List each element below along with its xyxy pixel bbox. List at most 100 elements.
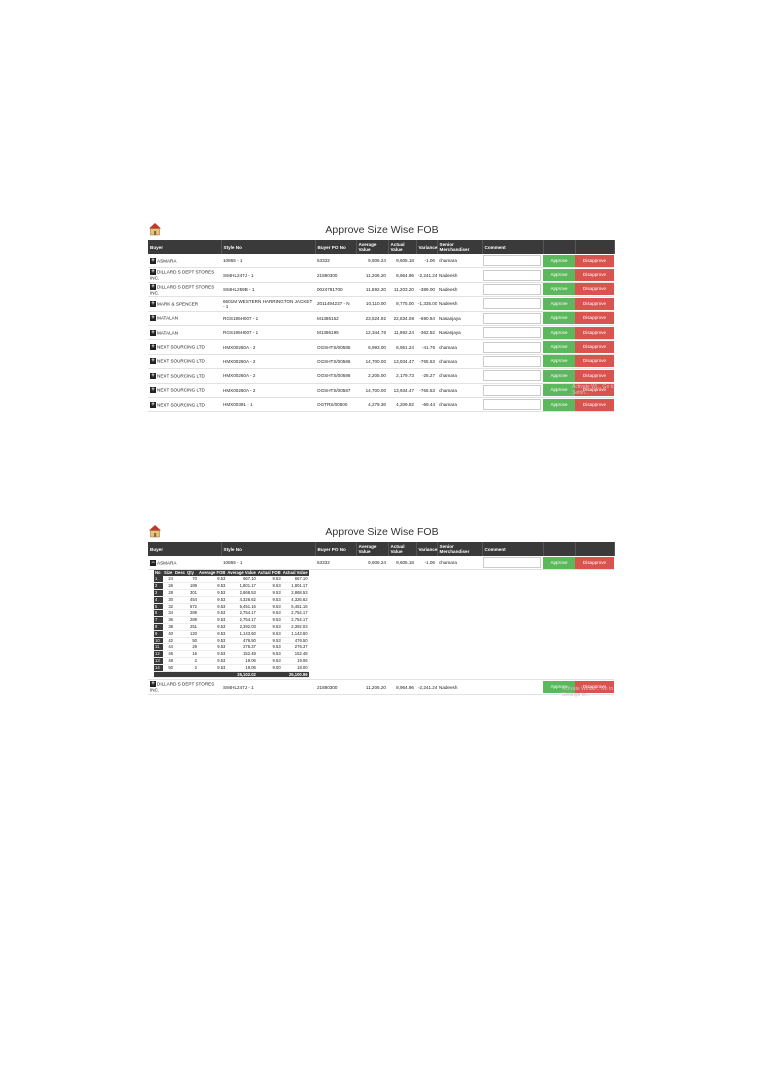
detail-row: 9 40 120 9.53 1,143.60 9.53 1,143.60	[154, 630, 309, 638]
comment-input[interactable]	[483, 557, 541, 569]
disapprove-button[interactable]: Disapprove	[575, 283, 614, 296]
style-cell: RGS195H007 - 1	[221, 311, 315, 326]
approve-button[interactable]: Approve	[543, 269, 575, 282]
detail-cell: 46	[163, 650, 174, 658]
col-comment: Comment	[482, 240, 544, 254]
approve-button[interactable]: Approve	[543, 681, 575, 694]
approve-button[interactable]: Approve	[543, 312, 575, 325]
disapprove-button[interactable]: Disapprove	[575, 269, 614, 282]
detail-cell: 301	[186, 589, 199, 597]
expand-icon[interactable]: +	[150, 372, 156, 379]
expand-icon[interactable]: +	[150, 387, 156, 394]
avg-cell: 6,993.00	[356, 339, 388, 355]
approve-button[interactable]: Approve	[543, 254, 575, 267]
expand-icon[interactable]: +	[150, 329, 156, 336]
comment-input[interactable]	[483, 312, 541, 324]
comment-input[interactable]	[483, 370, 541, 382]
expand-icon[interactable]: +	[150, 315, 156, 322]
comment-input[interactable]	[483, 327, 541, 339]
comment-input[interactable]	[483, 399, 541, 411]
detail-cell: 14	[154, 664, 163, 672]
approve-button[interactable]: Approve	[543, 369, 575, 382]
approve-button[interactable]: Approve	[543, 341, 575, 354]
expand-icon[interactable]: +	[150, 401, 156, 408]
approve-button[interactable]: Approve	[543, 398, 575, 411]
comment-input[interactable]	[483, 269, 541, 281]
detail-cell	[174, 609, 187, 618]
disapprove-button[interactable]: Disapprove	[575, 341, 614, 354]
comment-input[interactable]	[483, 384, 541, 396]
disapprove-button[interactable]: Disapprove	[575, 369, 614, 382]
expand-icon[interactable]: +	[150, 358, 156, 365]
detail-cell: 9.53	[198, 596, 227, 604]
detail-cell: 2,754.17	[281, 609, 309, 618]
detail-cell: 9.53	[198, 643, 227, 652]
po-cell: 21880300	[315, 267, 356, 283]
detail-cell: 18.00	[281, 664, 309, 672]
approve-button[interactable]: Approve	[543, 297, 575, 310]
detail-cell: 2,868.53	[226, 589, 257, 597]
detail-row: 13 48 2 9.53 19.06 9.53 19.06	[154, 657, 309, 665]
actual-cell: 13,934.47	[388, 354, 416, 370]
detail-row: 11 44 29 9.53 276.37 9.53 276.37	[154, 643, 309, 652]
comment-input[interactable]	[483, 255, 541, 267]
approve-button[interactable]: Approve	[543, 355, 575, 368]
variance-cell: -690.84	[416, 311, 437, 326]
approve-button[interactable]: Approve	[543, 384, 575, 397]
disapprove-button[interactable]: Disapprove	[575, 254, 614, 267]
approve-button[interactable]: Approve	[543, 556, 575, 569]
detail-cell	[174, 596, 187, 604]
comment-input[interactable]	[483, 341, 541, 353]
po-cell: OGSHTS/00586	[315, 354, 356, 370]
detail-cell: 572	[186, 603, 199, 611]
merch-cell: chamara	[437, 383, 482, 398]
actual-cell: 22,834.08	[388, 311, 416, 326]
merch-cell: Nadeesh	[437, 282, 482, 298]
disapprove-button[interactable]: Disapprove	[575, 384, 614, 397]
merch-cell: Nadeesh	[437, 679, 482, 695]
disapprove-button[interactable]: Disapprove	[575, 312, 614, 325]
expand-icon[interactable]: +	[150, 269, 156, 276]
detail-cell: 454	[186, 596, 199, 604]
home-icon[interactable]	[148, 222, 162, 236]
detail-cell: 9.53	[198, 616, 227, 624]
detail-cell	[174, 664, 187, 672]
actual-cell: 8,775.00	[388, 296, 416, 312]
expand-icon[interactable]: +	[150, 344, 156, 351]
detail-cell: 50	[163, 664, 174, 672]
buyer-cell: NEXT SOURCING LTD	[157, 387, 205, 393]
approve-button[interactable]: Approve	[543, 283, 575, 296]
merch-cell: chamara	[437, 368, 482, 384]
home-icon[interactable]	[148, 524, 162, 538]
expand-icon[interactable]: +	[150, 283, 156, 290]
disapprove-button[interactable]: Disapprove	[575, 556, 614, 569]
detail-row: 2 26 189 9.53 1,801.17 9.53 1,801.17	[154, 582, 309, 590]
expand-icon[interactable]: +	[150, 681, 156, 688]
detail-col-header: Desc	[174, 570, 187, 577]
actual-cell: 9,605.18	[388, 254, 416, 269]
col-style: Style No	[221, 240, 316, 254]
expand-icon[interactable]: +	[150, 257, 156, 264]
comment-input[interactable]	[483, 355, 541, 367]
variance-cell: -765.53	[416, 354, 437, 370]
expand-icon[interactable]: +	[150, 300, 156, 307]
disapprove-button[interactable]: Disapprove	[575, 681, 614, 694]
approve-button[interactable]: Approve	[543, 326, 575, 339]
comment-input[interactable]	[483, 283, 541, 295]
col-avg: Average Value	[356, 542, 389, 556]
variance-cell: -2,241.24	[416, 679, 437, 695]
collapse-icon[interactable]: −	[150, 559, 156, 566]
variance-cell: -25.27	[416, 368, 437, 384]
col-approve	[543, 542, 576, 556]
detail-header-row: No Size Desc Qty Average FOB Average Value Act…	[154, 570, 309, 577]
comment-input[interactable]	[483, 298, 541, 310]
table-row: + MARK & SPENCER 6601M WESTERN HARRINGTON …	[148, 296, 614, 312]
style-cell: S94HL247J - 1	[221, 679, 315, 695]
detail-cell: 9.53	[198, 576, 227, 584]
detail-cell: 5	[154, 603, 163, 611]
disapprove-button[interactable]: Disapprove	[575, 297, 614, 310]
disapprove-button[interactable]: Disapprove	[575, 326, 614, 339]
disapprove-button[interactable]: Disapprove	[575, 355, 614, 368]
actual-cell: 4,209.92	[388, 397, 416, 413]
disapprove-button[interactable]: Disapprove	[575, 398, 614, 411]
